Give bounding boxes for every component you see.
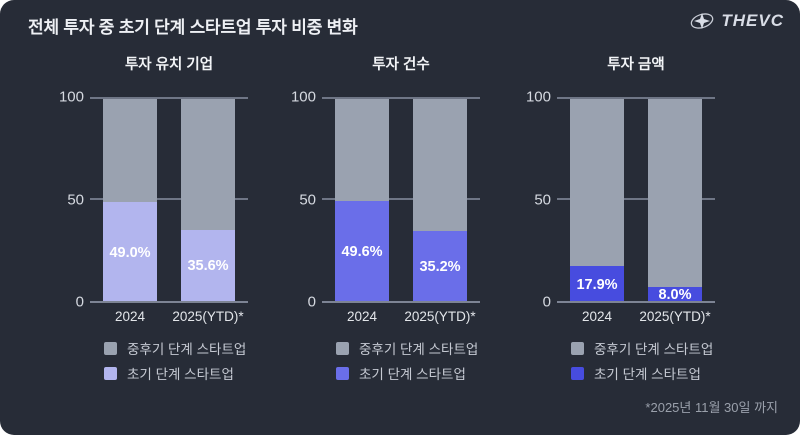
gridline-100: [322, 97, 480, 99]
plot-area: 0 50 100 49.6% 35.2%: [291, 89, 480, 311]
legend-row: 초기 단계 스타트업: [104, 363, 262, 383]
bar-value-label: 8.0%: [658, 286, 692, 303]
category-label-2025(YTD)*: 2025(YTD)*: [639, 309, 711, 324]
bar-value-label: 49.6%: [341, 243, 383, 260]
gridline-100: [557, 97, 715, 99]
bar-early-stage-2024: 17.9%: [570, 266, 624, 303]
ytick-label-0: 0: [307, 293, 316, 311]
gridline-50: [322, 198, 480, 200]
bar-value-label: 35.6%: [187, 258, 229, 275]
gridline-50: [90, 198, 248, 200]
bar-early-stage-2025(YTD)*: 35.6%: [181, 229, 235, 303]
legend-label: 중후기 단계 스타트업: [127, 342, 247, 357]
gridline-0: [557, 301, 715, 303]
legend-swatch: [104, 341, 117, 355]
bar-late-stage-2024: [570, 97, 624, 267]
page-title: 전체 투자 중 초기 단계 스타트업 투자 비중 변화: [28, 18, 358, 37]
bar-late-stage-2025(YTD)*: [181, 97, 235, 230]
gridline-50: [557, 198, 715, 200]
ytick-label-0: 0: [75, 293, 84, 311]
category-label-2024: 2024: [581, 309, 613, 324]
category-label-2025(YTD)*: 2025(YTD)*: [172, 309, 244, 324]
chart-title: 투자 건수: [372, 57, 430, 73]
bar-value-label: 49.0%: [109, 244, 151, 261]
bar-value-label: 35.2%: [419, 258, 461, 275]
chart-title: 투자 금액: [607, 57, 665, 73]
thevc-logo: THEVC: [687, 8, 784, 34]
bar-early-stage-2024: 49.6%: [335, 200, 389, 303]
ytick-label-0: 0: [542, 293, 551, 311]
bar-late-stage-2025(YTD)*: [413, 97, 467, 231]
gridline-100: [90, 97, 248, 99]
bar-late-stage-2024: [335, 97, 389, 201]
category-axis: 2024 2025(YTD)*: [322, 303, 480, 327]
gridline-0: [90, 301, 248, 303]
legend-swatch: [571, 366, 584, 380]
logo-text: THEVC: [721, 11, 784, 30]
category-label-2025(YTD)*: 2025(YTD)*: [404, 309, 476, 324]
chart-panel-investment-amount: 투자 금액 0 50 100 17.9% 8.0% 2024 2025(YTD)* 중후기 단계…: [523, 56, 729, 383]
legend-label: 중후기 단계 스타트업: [594, 342, 714, 357]
ytick-label-50: 50: [534, 191, 551, 209]
legend-row: 중후기 단계 스타트업: [571, 338, 729, 358]
legend-label: 초기 단계 스타트업: [594, 367, 701, 382]
plot-area: 0 50 100 49.0% 35.6%: [59, 89, 248, 311]
category-label-2024: 2024: [114, 309, 146, 324]
legend-row: 중후기 단계 스타트업: [336, 338, 494, 358]
category-label-2024: 2024: [346, 309, 378, 324]
ytick-label-100: 100: [58, 88, 84, 106]
ytick-label-100: 100: [525, 88, 551, 106]
category-axis: 2024 2025(YTD)*: [557, 303, 715, 327]
chart-title: 투자 유치 기업: [124, 57, 214, 73]
gridline-0: [322, 301, 480, 303]
legend-swatch: [336, 341, 349, 355]
bar-early-stage-2025(YTD)*: 35.2%: [413, 230, 467, 303]
legend-swatch: [336, 366, 349, 380]
ytick-label-50: 50: [299, 191, 316, 209]
footnote: *2025년 11월 30일 까지: [645, 400, 778, 415]
legend-swatch: [571, 341, 584, 355]
legend-label: 초기 단계 스타트업: [127, 367, 234, 382]
legend-swatch: [104, 366, 117, 380]
bar-early-stage-2024: 49.0%: [103, 202, 157, 303]
orbit-star-icon: [691, 13, 714, 29]
legend-row: 초기 단계 스타트업: [571, 363, 729, 383]
legend-row: 초기 단계 스타트업: [336, 363, 494, 383]
plot-area: 0 50 100 17.9% 8.0%: [526, 89, 715, 311]
chart-panel-deal-count: 투자 건수 0 50 100 49.6% 35.2% 2024 2025(YTD)* 중후기 단…: [288, 56, 494, 383]
ytick-label-50: 50: [67, 191, 84, 209]
legend-row: 중후기 단계 스타트업: [104, 338, 262, 358]
legend-label: 중후기 단계 스타트업: [359, 342, 479, 357]
ytick-label-100: 100: [290, 88, 316, 106]
bar-value-label: 17.9%: [576, 276, 618, 293]
chart-panel-invested-companies: 투자 유치 기업 0 50 100 49.0% 35.6% 2024 2025(YTD)* 중후…: [56, 56, 262, 383]
bar-early-stage-2025(YTD)*: 8.0%: [648, 286, 702, 303]
bar-late-stage-2025(YTD)*: [648, 97, 702, 287]
bar-late-stage-2024: [103, 97, 157, 203]
category-axis: 2024 2025(YTD)*: [90, 303, 248, 327]
legend-label: 초기 단계 스타트업: [359, 367, 466, 382]
